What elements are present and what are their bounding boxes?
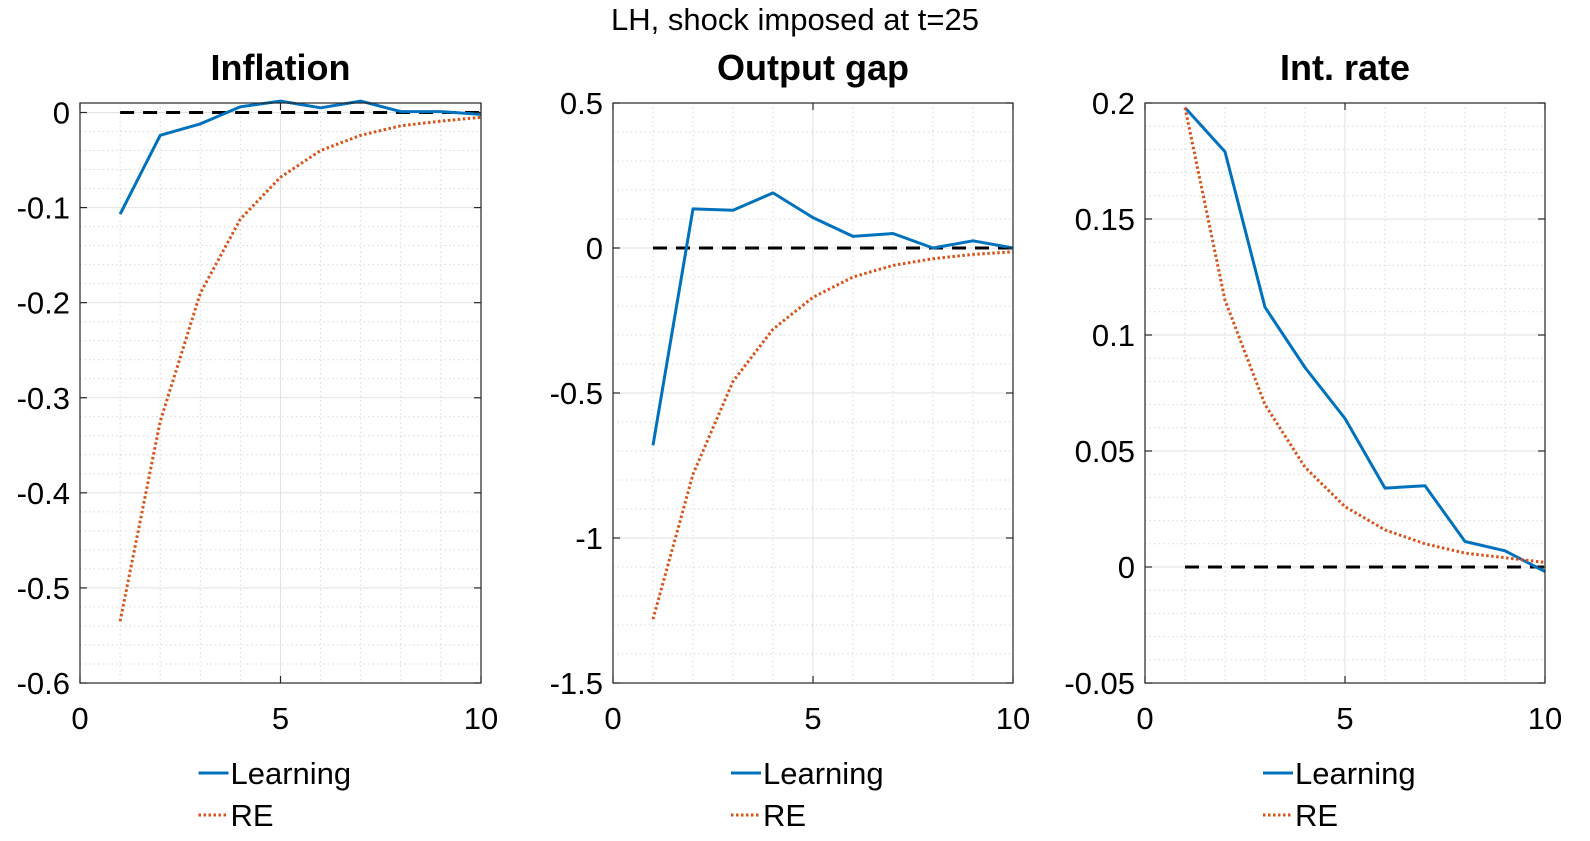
- chart-title: Output gap: [717, 47, 909, 88]
- x-tick-label: 10: [464, 701, 498, 736]
- y-tick-label: -1: [575, 521, 603, 556]
- legend: Learning RE: [1263, 756, 1416, 833]
- x-tick-label: 5: [1336, 701, 1353, 736]
- y-tick-label: 0.5: [560, 86, 603, 121]
- y-tick-label: 0.2: [1092, 86, 1135, 121]
- legend-label-learning: Learning: [231, 756, 352, 791]
- y-tick-label: -0.6: [17, 666, 70, 701]
- y-tick-label: -0.4: [17, 476, 70, 511]
- legend: Learning RE: [198, 756, 352, 833]
- series-line-learning: [1183, 106, 1546, 573]
- chart-panel-1: 0 5 10 0 -0.1 -0.2 -0.3 -0.4 -0.5 -0.6 Inflation Le…: [17, 47, 499, 833]
- y-tick-label: -0.05: [1064, 666, 1135, 701]
- chart-title: Int. rate: [1280, 47, 1410, 88]
- y-tick-label: 0.1: [1092, 318, 1135, 353]
- y-tick-label: 0.15: [1075, 202, 1135, 237]
- y-tick-label: -0.5: [17, 571, 70, 606]
- legend-label-re: RE: [1295, 798, 1338, 833]
- figure-title: LH, shock imposed at t=25: [611, 2, 979, 37]
- y-tick-label: 0: [53, 96, 70, 131]
- x-tick-label: 5: [804, 701, 821, 736]
- x-tick-label: 0: [1136, 701, 1153, 736]
- y-tick-label: -1.5: [550, 666, 603, 701]
- legend-label-re: RE: [231, 798, 274, 833]
- x-tick-label: 10: [1528, 701, 1562, 736]
- chart-panel-2: 0 5 10 0.5 0 -0.5 -1 -1.5 Output gap Learning RE: [550, 47, 1031, 833]
- y-tick-label: -0.1: [17, 191, 70, 226]
- y-tick-label: -0.3: [17, 381, 70, 416]
- y-tick-label: 0.05: [1075, 434, 1135, 469]
- y-tick-label: 0: [586, 231, 603, 266]
- x-tick-label: 5: [272, 701, 289, 736]
- legend: Learning RE: [731, 756, 884, 833]
- y-tick-label: 0: [1118, 550, 1135, 585]
- x-tick-label: 0: [604, 701, 621, 736]
- series-line-re: [118, 115, 482, 622]
- legend-label-learning: Learning: [1295, 756, 1416, 791]
- legend-label-re: RE: [763, 798, 806, 833]
- y-tick-label: -0.2: [17, 286, 70, 321]
- y-tick-label: -0.5: [550, 376, 603, 411]
- x-tick-label: 0: [71, 701, 88, 736]
- legend-label-learning: Learning: [763, 756, 884, 791]
- series-line-learning: [118, 99, 482, 215]
- series-line-learning: [651, 191, 1014, 446]
- chart-title: Inflation: [211, 47, 351, 88]
- series-line-re: [1183, 107, 1546, 564]
- series-line-re: [651, 250, 1014, 620]
- x-tick-label: 10: [996, 701, 1030, 736]
